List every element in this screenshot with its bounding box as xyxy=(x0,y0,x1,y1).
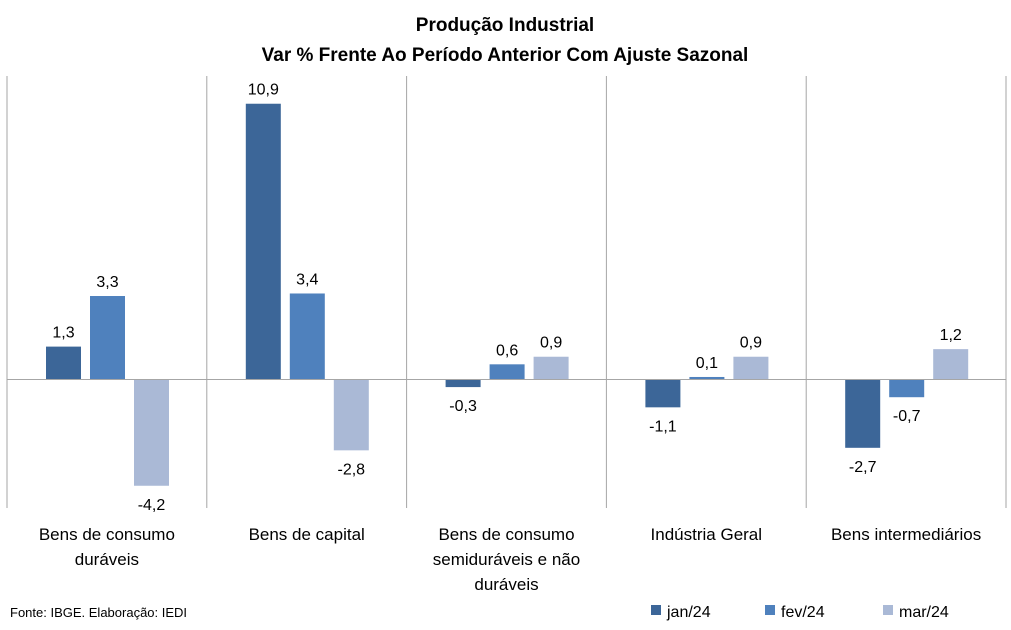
bar-jan-24-1 xyxy=(245,103,281,380)
category-separators xyxy=(6,76,1007,508)
bar-jan-24-3 xyxy=(645,379,681,408)
data-label: -2,8 xyxy=(338,461,366,478)
data-label: 1,2 xyxy=(940,327,962,344)
data-label: -2,7 xyxy=(849,459,877,476)
legend-swatch xyxy=(883,605,893,615)
category-label: Bens de consumo xyxy=(39,525,175,544)
chart-title: Produção Industrial xyxy=(416,15,594,36)
bars xyxy=(46,103,969,486)
data-label: -0,3 xyxy=(449,398,477,415)
bar-jan-24-2 xyxy=(445,379,481,388)
bar-mar-24-3 xyxy=(733,356,769,380)
category-label: Indústria Geral xyxy=(651,525,763,544)
data-label: 1,3 xyxy=(52,325,74,342)
data-label: 0,9 xyxy=(740,335,762,352)
data-label: -4,2 xyxy=(138,497,166,514)
category-label: Bens de capital xyxy=(249,525,365,544)
bar-mar-24-4 xyxy=(933,349,969,380)
category-label: semiduráveis e não xyxy=(433,550,580,569)
data-label: 3,4 xyxy=(296,271,318,288)
category-label: duráveis xyxy=(75,550,139,569)
bar-fev-24-4 xyxy=(889,379,925,398)
chart-subtitle: Var % Frente Ao Período Anterior Com Aju… xyxy=(262,45,749,66)
data-label: 10,9 xyxy=(248,82,279,99)
data-label: 0,1 xyxy=(696,355,718,372)
legend-label: fev/24 xyxy=(781,604,825,621)
bar-fev-24-1 xyxy=(289,293,325,380)
data-label: 0,9 xyxy=(540,335,562,352)
legend-swatch xyxy=(765,605,775,615)
bar-fev-24-3 xyxy=(689,376,725,380)
bar-mar-24-2 xyxy=(533,356,569,380)
category-labels: Bens de consumo duráveis Bens de capital Be… xyxy=(39,525,981,594)
bar-fev-24-0 xyxy=(90,296,125,380)
bar-mar-24-0 xyxy=(134,379,169,486)
bar-jan-24-0 xyxy=(46,346,81,380)
bar-fev-24-2 xyxy=(489,364,525,380)
legend: jan/24 fev/24 mar/24 xyxy=(651,604,949,621)
legend-label: jan/24 xyxy=(666,604,711,621)
source-note: Fonte: IBGE. Elaboração: IEDI xyxy=(10,605,187,620)
data-label: 3,3 xyxy=(96,274,118,291)
data-labels: 1,3 10,9 -0,3 -1,1 -2,7 3,3 3,4 0,6 0,1 -0,7 -4,2 -… xyxy=(52,82,962,514)
data-label: -0,7 xyxy=(893,408,921,425)
legend-label: mar/24 xyxy=(899,604,949,621)
bar-mar-24-1 xyxy=(333,379,369,451)
category-label: duráveis xyxy=(474,575,538,594)
bar-jan-24-4 xyxy=(845,379,881,448)
data-label: -1,1 xyxy=(649,418,677,435)
category-label: Bens intermediários xyxy=(831,525,981,544)
data-label: 0,6 xyxy=(496,342,518,359)
category-label: Bens de consumo xyxy=(438,525,574,544)
legend-swatch xyxy=(651,605,661,615)
